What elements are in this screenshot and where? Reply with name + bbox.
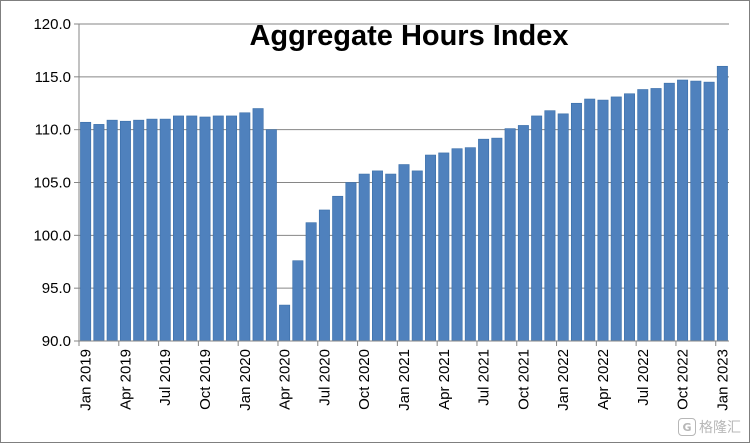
bar	[703, 81, 715, 342]
bar	[146, 118, 158, 342]
x-tick-label: Jan 2019	[78, 349, 95, 411]
bar	[93, 124, 105, 342]
bar	[610, 96, 622, 342]
y-tick-label: 100.0	[33, 227, 71, 244]
bars	[80, 65, 728, 342]
x-tick-label: Jul 2021	[476, 349, 493, 406]
bar	[478, 138, 490, 342]
x-tick-label: Oct 2020	[356, 349, 373, 410]
x-tick-label: Jul 2019	[157, 349, 174, 406]
bar	[597, 99, 609, 342]
bar	[292, 260, 304, 342]
bar	[557, 113, 569, 342]
bar	[305, 222, 317, 342]
bar	[425, 154, 437, 342]
x-axis-ticks: Jan 2019 Apr 2019 Jul 2019 Oct 2019 Jan 2020…	[78, 341, 731, 411]
x-tick-label: Apr 2020	[277, 349, 294, 410]
bar	[584, 98, 596, 342]
bar	[371, 170, 383, 342]
bar	[212, 115, 224, 342]
bar	[199, 116, 211, 342]
bar	[464, 147, 476, 342]
bar	[332, 195, 344, 342]
bar	[345, 182, 357, 342]
watermark-logo-icon: G	[678, 418, 696, 436]
bar	[279, 304, 291, 342]
watermark: G 格隆汇	[678, 417, 741, 437]
bar	[119, 120, 131, 342]
x-tick-label: Oct 2021	[515, 349, 532, 410]
bar	[226, 115, 238, 342]
bar	[173, 115, 184, 342]
bar	[411, 170, 423, 342]
x-tick-label: Jan 2023	[714, 349, 731, 411]
bar	[531, 115, 543, 342]
bar	[570, 102, 582, 342]
x-tick-label: Jan 2020	[237, 349, 254, 411]
x-tick-label: Oct 2022	[675, 349, 692, 410]
bar	[239, 112, 251, 342]
bar	[544, 110, 556, 342]
y-tick-label: 90.0	[42, 333, 71, 350]
watermark-text: 格隆汇	[699, 420, 741, 436]
bar	[398, 164, 410, 342]
bar	[491, 137, 503, 342]
bar	[677, 79, 689, 342]
bar	[716, 65, 728, 342]
bar	[690, 80, 702, 342]
bar	[106, 119, 118, 342]
x-tick-label: Apr 2022	[595, 349, 612, 410]
bar	[663, 82, 675, 342]
y-axis-ticks: 90.0 95.0 100.0 105.0 110.0 115.0 120.0	[33, 16, 79, 350]
bar	[438, 152, 450, 342]
bar	[504, 128, 516, 342]
x-tick-label: Apr 2021	[436, 349, 453, 410]
bar	[265, 129, 277, 342]
chart-title: Aggregate Hours Index	[249, 20, 568, 52]
bar	[80, 121, 92, 342]
bar	[517, 125, 529, 342]
bar	[385, 173, 397, 342]
x-tick-label: Jul 2022	[635, 349, 652, 406]
y-tick-label: 105.0	[33, 175, 71, 192]
x-tick-label: Jan 2022	[555, 349, 572, 411]
y-tick-label: 115.0	[35, 69, 71, 86]
bar	[358, 173, 370, 342]
bar	[318, 209, 330, 342]
x-tick-label: Oct 2019	[197, 349, 214, 410]
bar	[159, 118, 171, 342]
y-tick-label: 95.0	[42, 280, 71, 297]
x-tick-label: Jul 2020	[316, 349, 333, 406]
bar	[637, 89, 649, 342]
bar	[650, 88, 662, 342]
bar	[252, 108, 264, 342]
y-tick-label: 120.0	[33, 16, 71, 33]
bar	[451, 148, 463, 342]
x-tick-label: Jan 2021	[396, 349, 413, 411]
x-tick-label: Apr 2019	[117, 349, 134, 410]
bar	[624, 93, 635, 342]
y-tick-label: 110.0	[35, 122, 71, 139]
bar	[133, 119, 145, 342]
bar	[186, 115, 198, 342]
